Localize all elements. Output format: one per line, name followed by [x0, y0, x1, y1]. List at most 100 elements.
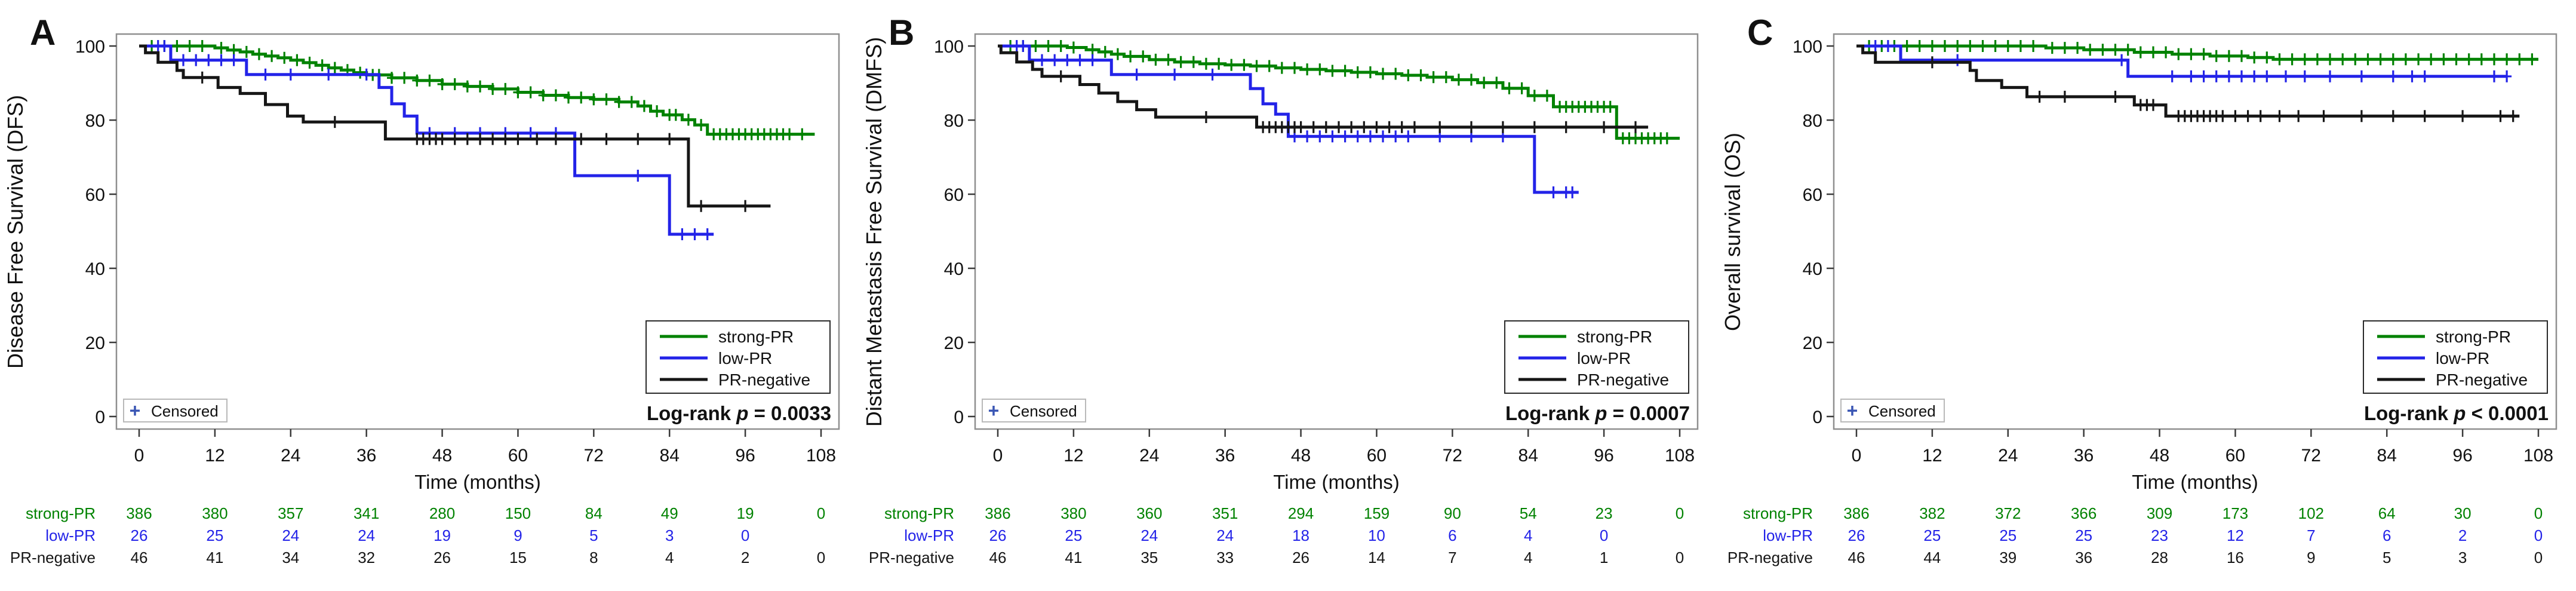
risk-value: 24 — [358, 526, 375, 544]
y-tick-label: 20 — [944, 333, 964, 353]
logrank-label: Log-rank — [647, 402, 736, 424]
risk-value: 159 — [1364, 504, 1390, 522]
risk-value: 1 — [1600, 549, 1608, 566]
censored-key-box — [1840, 399, 1945, 422]
censored-key-box — [123, 399, 228, 422]
censor-marks-PR-negative — [1056, 70, 1640, 133]
risk-value: 41 — [1065, 549, 1082, 566]
risk-value: 19 — [434, 526, 451, 544]
x-axis-title: Time (months) — [1273, 471, 1399, 493]
x-tick-label: 72 — [1443, 446, 1462, 466]
risk-value: 19 — [737, 504, 754, 522]
risk-value: 16 — [2227, 549, 2244, 566]
risk-value: 28 — [2151, 549, 2168, 566]
risk-value: 25 — [206, 526, 223, 544]
risk-value: 0 — [817, 504, 825, 522]
x-tick-label: 0 — [1852, 446, 1862, 466]
km-curve-PR-negative — [998, 44, 1649, 129]
x-tick-label: 60 — [2225, 446, 2245, 466]
y-tick-label: 100 — [1793, 37, 1822, 57]
x-tick-label: 12 — [1063, 446, 1083, 466]
risk-value: 24 — [1216, 526, 1234, 544]
risk-value: 25 — [1923, 526, 1941, 544]
risk-value: 0 — [2534, 549, 2543, 566]
censor-marks-low-PR — [1012, 40, 1578, 198]
risk-value: 386 — [1843, 504, 1869, 522]
x-tick-label: 0 — [134, 446, 145, 466]
logrank-value: < 0.0001 — [2466, 402, 2549, 424]
risk-value: 30 — [2454, 504, 2472, 522]
risk-value: 4 — [1524, 549, 1532, 566]
x-tick-label: 96 — [735, 446, 755, 466]
x-tick-label: 0 — [993, 446, 1003, 466]
risk-value: 366 — [2071, 504, 2097, 522]
risk-value: 84 — [585, 504, 602, 522]
risk-value: 0 — [2534, 526, 2543, 544]
risk-value: 386 — [985, 504, 1010, 522]
risk-value: 39 — [1999, 549, 2016, 566]
risk-value: 341 — [353, 504, 379, 522]
risk-value: 54 — [1520, 504, 1537, 522]
logrank-p: p — [736, 402, 748, 424]
risk-value: 35 — [1141, 549, 1158, 566]
risk-value: 4 — [1524, 526, 1532, 544]
x-axis-title: Time (months) — [414, 471, 540, 493]
x-tick-label: 36 — [356, 446, 376, 466]
risk-value: 14 — [1368, 549, 1385, 566]
y-axis-title: Distant Metastasis Free Survival (DMFS) — [862, 37, 886, 427]
censored-key-label: Censored — [151, 402, 219, 420]
risk-value: 36 — [2075, 549, 2092, 566]
y-tick-label: 20 — [85, 333, 105, 353]
censored-plus-icon: + — [130, 400, 141, 421]
km-curve-strong-PR — [1856, 44, 2538, 61]
risk-value: 360 — [1136, 504, 1162, 522]
x-tick-label: 108 — [1665, 446, 1695, 466]
logrank-text: Log-rank p = 0.0033 — [647, 402, 831, 424]
logrank-p: p — [2453, 402, 2466, 424]
km-curve-PR-negative — [1856, 44, 2520, 118]
legend-label: strong-PR — [2436, 327, 2511, 346]
risk-value: 46 — [131, 549, 148, 566]
y-tick-label: 0 — [1812, 408, 1822, 427]
risk-value: 26 — [434, 549, 451, 566]
x-tick-label: 72 — [2301, 446, 2321, 466]
risk-row-label: low-PR — [904, 526, 954, 544]
risk-value: 0 — [2534, 504, 2543, 522]
x-tick-label: 60 — [508, 446, 528, 466]
legend-label: low-PR — [718, 349, 772, 368]
risk-value: 0 — [741, 526, 749, 544]
risk-value: 351 — [1212, 504, 1238, 522]
y-tick-label: 80 — [944, 111, 964, 131]
risk-value: 10 — [1368, 526, 1385, 544]
risk-value: 26 — [1848, 526, 1865, 544]
x-tick-label: 84 — [1518, 446, 1538, 466]
censor-marks-PR-negative — [197, 71, 751, 212]
legend-label: strong-PR — [1577, 327, 1652, 346]
risk-value: 2 — [2458, 526, 2467, 544]
censor-marks-PR-negative — [1927, 56, 2518, 123]
y-tick-label: 80 — [85, 111, 105, 131]
risk-value: 34 — [282, 549, 299, 566]
risk-value: 280 — [429, 504, 455, 522]
legend-label: strong-PR — [718, 327, 794, 346]
logrank-value: = 0.0033 — [748, 402, 831, 424]
risk-value: 380 — [1060, 504, 1086, 522]
risk-value: 12 — [2227, 526, 2244, 544]
risk-value: 0 — [1676, 504, 1684, 522]
legend-label: PR-negative — [718, 370, 810, 389]
legend-label: PR-negative — [2436, 370, 2528, 389]
risk-value: 25 — [1999, 526, 2016, 544]
legend-label: low-PR — [2436, 349, 2489, 368]
censored-key-label: Censored — [1010, 402, 1077, 420]
logrank-text: Log-rank p < 0.0001 — [2364, 402, 2549, 424]
y-tick-label: 0 — [954, 408, 964, 427]
risk-value: 26 — [131, 526, 148, 544]
risk-value: 23 — [2151, 526, 2168, 544]
risk-row-label: PR-negative — [1727, 549, 1813, 566]
x-tick-label: 24 — [1998, 446, 2018, 466]
risk-value: 382 — [1919, 504, 1945, 522]
risk-value: 49 — [661, 504, 678, 522]
risk-row-label: PR-negative — [10, 549, 96, 566]
risk-value: 0 — [1600, 526, 1608, 544]
